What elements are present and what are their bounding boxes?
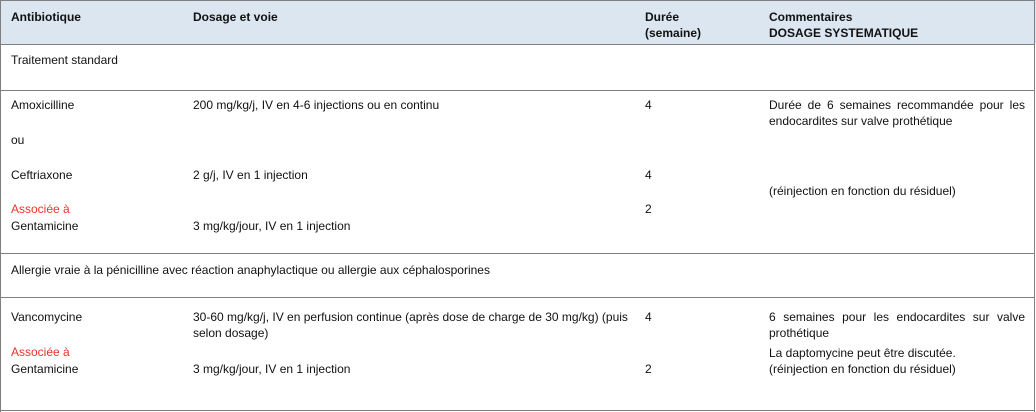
duration-vancomycine: 4 [645, 310, 652, 324]
header-dosage: Dosage et voie [193, 10, 278, 24]
duration-amoxicilline: 4 [645, 98, 652, 112]
table-bottom-border [1, 410, 1034, 411]
dose-ceftriaxone: 2 g/j, IV en 1 injection [193, 168, 308, 182]
drug-name-gentamicine: Gentamicine [11, 219, 79, 233]
table-left-border [0, 0, 1, 412]
associated-label: Associée à [11, 202, 70, 216]
dose-gentamicine: 3 mg/kg/jour, IV en 1 injection [193, 362, 351, 376]
comment-vancomycine-residual: (réinjection en fonction du résiduel) [769, 362, 956, 376]
row-divider [1, 253, 1034, 254]
dose-gentamicine: 3 mg/kg/jour, IV en 1 injection [193, 219, 351, 233]
duration-ceftriaxone: 4 [645, 168, 652, 182]
dose-amoxicilline: 200 mg/kg/j, IV en 4-6 injections ou en … [193, 98, 440, 112]
header-comments: Commentaires [769, 10, 853, 24]
duration-gentamicine: 2 [645, 362, 652, 376]
duration-gentamicine: 2 [645, 202, 652, 216]
header-divider [1, 44, 1034, 45]
drug-name-amoxicilline: Amoxicilline [11, 98, 75, 112]
table-right-border [1034, 0, 1035, 412]
drug-name-gentamicine: Gentamicine [11, 362, 79, 376]
row-divider [1, 90, 1034, 91]
header-duration: Durée [645, 10, 680, 24]
comment-amoxicilline: Durée de 6 semaines recommandée pour les… [769, 98, 1025, 128]
section-title-standard: Traitement standard [11, 53, 118, 67]
row-divider [1, 297, 1034, 298]
header-duration-unit: (semaine) [645, 26, 702, 40]
drug-name-vancomycine: Vancomycine [11, 310, 83, 324]
comment-vancomycine-daptomycine: La daptomycine peut être discutée. [769, 346, 956, 360]
header-antibiotic: Antibiotique [11, 10, 81, 24]
comment-vancomycine-prosthetic: 6 semaines pour les endocardites sur val… [769, 310, 1025, 340]
associated-label: Associée à [11, 345, 70, 359]
table-top-border [1, 0, 1034, 1]
header-comments-sub: DOSAGE SYSTEMATIQUE [769, 26, 919, 40]
or-label: ou [11, 133, 25, 147]
table-header [0, 0, 1036, 44]
drug-name-ceftriaxone: Ceftriaxone [11, 168, 73, 182]
comment-ceftriaxone: (réinjection en fonction du résiduel) [769, 184, 956, 198]
dose-vancomycine: 30-60 mg/kg/j, IV en perfusion continue … [193, 310, 628, 340]
section-title-allergy: Allergie vraie à la pénicilline avec réa… [11, 263, 490, 277]
